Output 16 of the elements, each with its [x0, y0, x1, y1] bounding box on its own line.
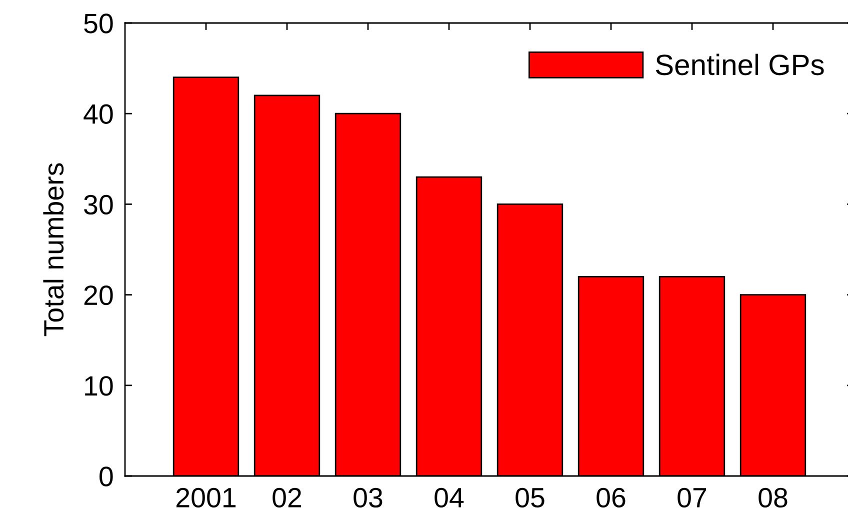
x-tick-label: 04	[434, 488, 464, 508]
y-tick-label: 10	[85, 376, 113, 396]
x-tick-label: 02	[272, 488, 302, 508]
y-tick-label: 50	[84, 14, 113, 34]
x-tick-label: 06	[596, 488, 626, 508]
y-axis-title: Total numbers	[43, 163, 64, 336]
y-tick-label: 40	[84, 104, 113, 124]
y-tick-label: 30	[84, 194, 113, 215]
x-tick-label: 03	[354, 488, 382, 508]
x-tick-label: 05	[516, 488, 544, 508]
x-tick-label: 2001	[176, 488, 236, 508]
legend-label: Sentinel GPs	[656, 54, 824, 76]
x-tick-label: 08	[758, 488, 788, 508]
y-tick-label: 20	[84, 285, 113, 306]
x-tick-label: 07	[678, 488, 706, 508]
y-tick-label: 0	[100, 466, 113, 486]
